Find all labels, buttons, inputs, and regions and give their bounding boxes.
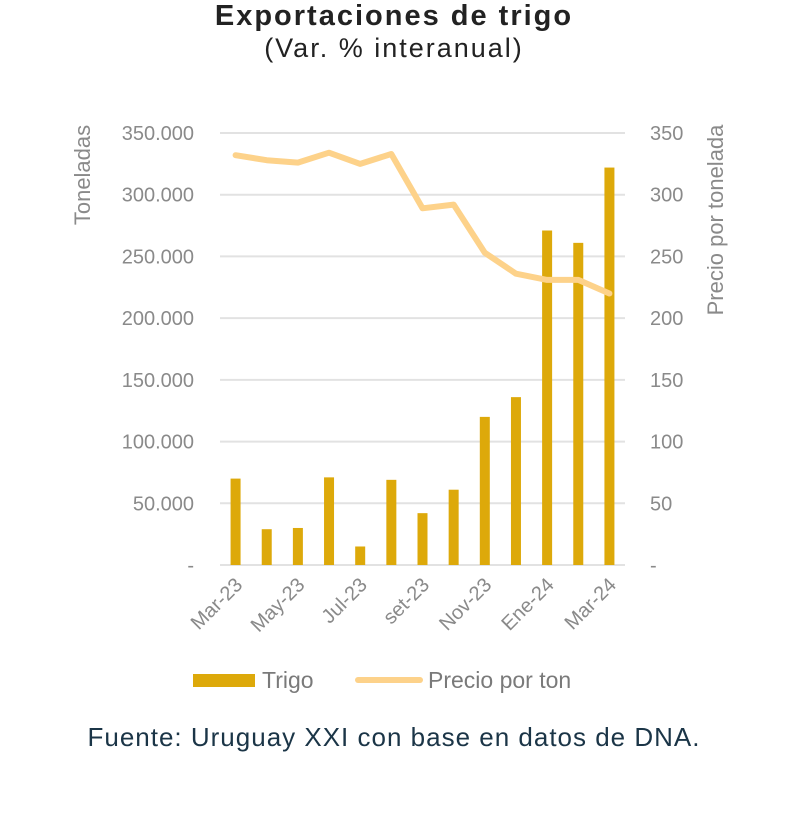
x-tick-label: Ene-24 [497,574,558,635]
chart-title: Exportaciones de trigo [214,0,574,32]
legend-swatch-trigo [193,674,255,687]
legend: Trigo Precio por ton [193,667,571,693]
combo-chart: - 50.000 100.000 150.000 200.000 250.000 300.0… [70,123,728,693]
bar [510,397,521,565]
y2-tick-label: 50 [650,493,672,515]
x-tick-label: Nov-23 [435,574,496,635]
y-tick-label: 100.000 [122,432,194,454]
y-tick-label: 300.000 [122,185,194,207]
y-tick-label: 150.000 [122,370,194,392]
bar [417,513,428,565]
bar [292,527,303,565]
bar [324,477,335,565]
bar [479,416,490,565]
y-tick-label: 350.000 [122,123,194,145]
x-axis-ticks: Mar-23 May-23 Jul-23 set-23 Nov-23 Ene-24 Mar-… [187,574,621,637]
bar [386,479,397,565]
x-tick-label: Mar-24 [561,574,621,634]
legend-label-precio: Precio por ton [428,667,571,693]
bar [230,478,241,565]
bar [261,529,272,565]
y2-tick-label: 100 [650,432,683,454]
y-tick-label: 50.000 [133,493,194,515]
right-axis-title: Precio por tonelada [703,124,728,316]
bar-series-trigo [230,167,615,565]
y2-tick-label: 300 [650,185,683,207]
line-series-precio [232,149,613,297]
bar [573,242,584,565]
y2-tick-label: - [650,555,657,577]
source-note: Fuente: Uruguay XXI con base en datos de… [87,722,701,752]
bar [448,489,459,565]
y-tick-label: 200.000 [122,308,194,330]
y2-tick-label: 200 [650,308,683,330]
x-tick-label: set-23 [379,574,434,629]
chart-subtitle: (Var. % interanual) [264,33,524,63]
y-tick-label: 250.000 [122,246,194,268]
right-axis-ticks: - 50 100 150 200 250 300 350 [650,123,683,577]
left-axis-title: Toneladas [70,125,95,225]
gridlines [220,132,625,566]
x-tick-label: Mar-23 [187,574,247,634]
y2-tick-label: 250 [650,246,683,268]
x-tick-label: Jul-23 [318,574,372,628]
bar [542,230,553,565]
y2-tick-label: 150 [650,370,683,392]
bar [355,546,366,565]
x-tick-label: May-23 [247,574,310,637]
left-axis-ticks: - 50.000 100.000 150.000 200.000 250.000 300.0… [122,123,194,577]
y-tick-label: - [187,555,194,577]
bar [604,167,615,565]
y2-tick-label: 350 [650,123,683,145]
legend-label-trigo: Trigo [262,667,314,693]
